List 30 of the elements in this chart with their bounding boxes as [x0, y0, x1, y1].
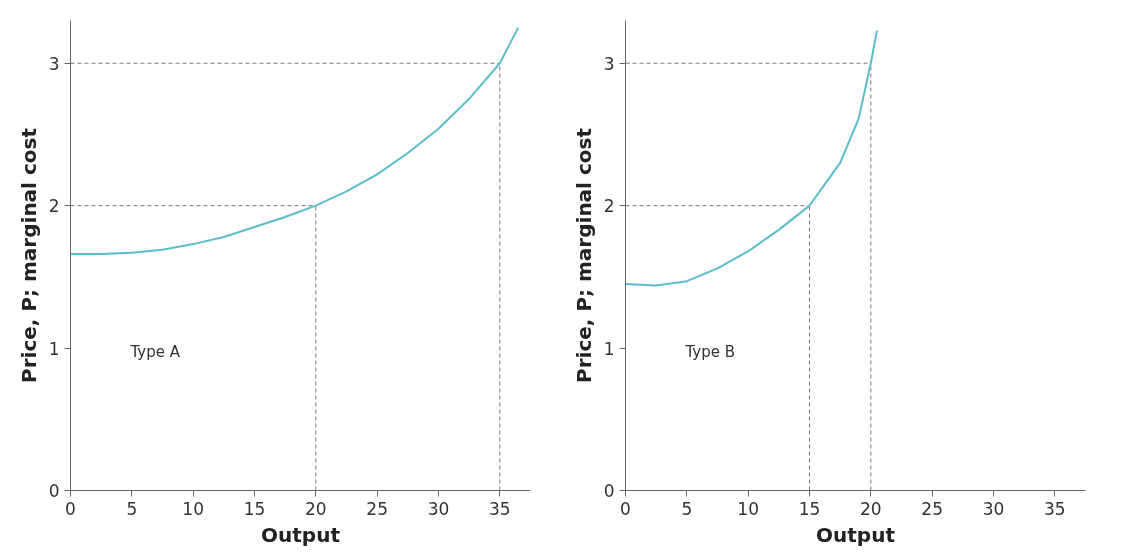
y-axis-title: Price, P; marginal cost [16, 127, 41, 383]
x-tick-label: 30 [982, 498, 1005, 519]
x-tick-label: 30 [427, 498, 450, 519]
x-tick-label: 0 [65, 498, 76, 519]
y-tick-label: 0 [603, 481, 615, 501]
x-tick-label: 5 [681, 498, 693, 519]
x-tick-label: 10 [737, 498, 759, 519]
y-axis-title: Price, P; marginal cost [571, 127, 596, 383]
x-tick-label: 35 [1044, 498, 1066, 519]
x-tick-label: 25 [921, 498, 943, 519]
x-axis-title: Output [816, 522, 896, 547]
x-axis-title: Output [261, 522, 341, 547]
x-tick-label: 15 [243, 498, 266, 519]
y-tick-label: 3 [48, 53, 60, 74]
annotation: Type A [129, 342, 181, 361]
y-tick-label: 1 [603, 338, 615, 359]
x-tick-label: 20 [305, 498, 327, 519]
x-tick-label: 10 [182, 498, 204, 519]
x-tick-label: 20 [860, 498, 882, 519]
x-tick-label: 15 [798, 498, 821, 519]
x-tick-label: 5 [126, 498, 138, 519]
x-tick-label: 0 [620, 498, 631, 519]
y-tick-label: 3 [603, 53, 615, 74]
y-tick-label: 2 [48, 196, 60, 217]
x-tick-label: 35 [489, 498, 511, 519]
y-tick-label: 0 [48, 481, 60, 501]
y-tick-label: 2 [603, 196, 615, 217]
x-tick-label: 25 [366, 498, 388, 519]
y-tick-label: 1 [48, 338, 60, 359]
annotation: Type B [684, 342, 736, 361]
